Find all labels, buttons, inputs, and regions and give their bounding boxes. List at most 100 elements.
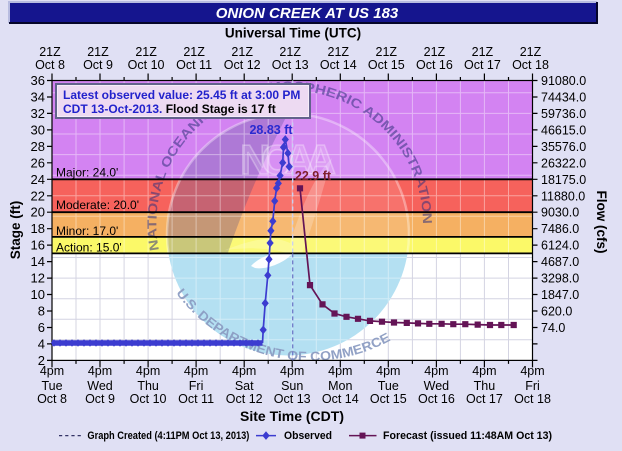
- svg-text:22: 22: [31, 188, 45, 203]
- svg-text:Tue: Tue: [378, 379, 399, 393]
- svg-text:6: 6: [38, 320, 45, 335]
- svg-text:18: 18: [31, 221, 45, 236]
- svg-text:Observed: Observed: [284, 430, 332, 442]
- svg-text:Oct 18: Oct 18: [514, 392, 551, 406]
- svg-text:4687.0: 4687.0: [541, 255, 579, 269]
- svg-text:74.0: 74.0: [541, 321, 565, 335]
- svg-text:34: 34: [31, 90, 45, 105]
- svg-text:4pm: 4pm: [424, 364, 448, 378]
- svg-text:Oct 11: Oct 11: [176, 58, 212, 72]
- svg-text:3298.0: 3298.0: [541, 272, 579, 286]
- svg-text:Oct 18: Oct 18: [512, 58, 549, 72]
- svg-text:Oct 13: Oct 13: [274, 392, 311, 406]
- svg-text:10: 10: [31, 287, 45, 302]
- svg-text:4pm: 4pm: [280, 364, 304, 378]
- svg-text:Major: 24.0': Major: 24.0': [56, 165, 118, 179]
- svg-text:32: 32: [31, 106, 45, 121]
- svg-text:Oct 8: Oct 8: [35, 58, 65, 72]
- svg-text:91080.0: 91080.0: [541, 74, 586, 88]
- svg-text:4pm: 4pm: [40, 364, 64, 378]
- svg-text:620.0: 620.0: [541, 305, 572, 319]
- svg-text:Mon: Mon: [328, 379, 352, 393]
- svg-text:Flow (cfs): Flow (cfs): [594, 191, 609, 254]
- svg-text:36: 36: [31, 73, 45, 88]
- svg-text:Oct 14: Oct 14: [322, 392, 359, 406]
- svg-text:Universal Time (UTC): Universal Time (UTC): [225, 26, 361, 41]
- svg-text:6124.0: 6124.0: [541, 239, 579, 253]
- svg-text:35576.0: 35576.0: [541, 140, 586, 154]
- svg-text:Moderate: 20.0': Moderate: 20.0': [56, 198, 139, 212]
- svg-text:NOAA: NOAA: [240, 136, 336, 183]
- svg-text:4pm: 4pm: [88, 364, 112, 378]
- svg-text:Site Time (CDT): Site Time (CDT): [240, 408, 344, 424]
- svg-text:46615.0: 46615.0: [541, 123, 586, 137]
- svg-text:24: 24: [31, 172, 45, 187]
- svg-text:Forecast (issued 11:48AM Oct 1: Forecast (issued 11:48AM Oct 13): [383, 430, 552, 442]
- svg-text:2: 2: [38, 353, 45, 368]
- svg-text:Fri: Fri: [525, 379, 540, 393]
- svg-text:12: 12: [31, 271, 45, 286]
- svg-text:Oct 13: Oct 13: [272, 58, 309, 72]
- svg-text:Oct 8: Oct 8: [37, 392, 67, 406]
- svg-text:28: 28: [31, 139, 45, 154]
- svg-text:Stage (ft): Stage (ft): [8, 201, 23, 260]
- svg-text:Oct 15: Oct 15: [368, 58, 405, 72]
- svg-text:21Z: 21Z: [376, 45, 398, 59]
- svg-text:Action: 15.0': Action: 15.0': [56, 240, 122, 254]
- svg-text:4pm: 4pm: [136, 364, 160, 378]
- svg-text:21Z: 21Z: [520, 45, 542, 59]
- svg-text:21Z: 21Z: [87, 45, 109, 59]
- svg-text:Oct 16: Oct 16: [418, 392, 455, 406]
- svg-text:Latest observed value: 25.45 f: Latest observed value: 25.45 ft at 3:00 …: [63, 88, 300, 102]
- svg-text:Oct 17: Oct 17: [466, 392, 503, 406]
- svg-text:Minor: 17.0': Minor: 17.0': [56, 224, 118, 238]
- svg-text:Tue: Tue: [41, 379, 62, 393]
- svg-text:9030.0: 9030.0: [541, 206, 579, 220]
- svg-text:Fri: Fri: [189, 379, 204, 393]
- svg-text:4pm: 4pm: [184, 364, 208, 378]
- svg-text:Oct 12: Oct 12: [224, 58, 261, 72]
- svg-text:Wed: Wed: [87, 379, 113, 393]
- svg-text:Oct 15: Oct 15: [370, 392, 407, 406]
- svg-text:Thu: Thu: [474, 379, 496, 393]
- svg-text:16: 16: [31, 238, 45, 253]
- svg-text:4: 4: [38, 336, 45, 351]
- svg-text:CDT 13-Oct-2013. Flood Stage i: CDT 13-Oct-2013. Flood Stage is 17 ft: [63, 102, 276, 116]
- svg-text:Oct 10: Oct 10: [130, 392, 167, 406]
- svg-text:59736.0: 59736.0: [541, 107, 586, 121]
- svg-text:Oct 10: Oct 10: [128, 58, 165, 72]
- svg-text:Sun: Sun: [281, 379, 303, 393]
- svg-text:18175.0: 18175.0: [541, 173, 586, 187]
- svg-text:4pm: 4pm: [376, 364, 400, 378]
- svg-text:14: 14: [31, 254, 45, 269]
- svg-text:20: 20: [31, 205, 45, 220]
- svg-text:Oct 9: Oct 9: [85, 392, 115, 406]
- svg-text:Thu: Thu: [137, 379, 159, 393]
- svg-text:8: 8: [38, 304, 45, 319]
- svg-text:22.9 ft: 22.9 ft: [295, 169, 332, 183]
- svg-text:Oct 17: Oct 17: [464, 58, 501, 72]
- svg-text:ONION CREEK AT US 183: ONION CREEK AT US 183: [216, 5, 399, 22]
- svg-text:28.83 ft: 28.83 ft: [249, 123, 293, 137]
- svg-text:74434.0: 74434.0: [541, 91, 586, 105]
- svg-text:21Z: 21Z: [472, 45, 494, 59]
- svg-text:21Z: 21Z: [39, 45, 61, 59]
- svg-text:21Z: 21Z: [424, 45, 446, 59]
- svg-text:11880.0: 11880.0: [541, 189, 585, 203]
- svg-text:4pm: 4pm: [472, 364, 496, 378]
- svg-text:4pm: 4pm: [232, 364, 256, 378]
- svg-text:Oct 12: Oct 12: [226, 392, 263, 406]
- svg-text:Oct 11: Oct 11: [178, 392, 214, 406]
- svg-text:1847.0: 1847.0: [541, 288, 579, 302]
- svg-text:Oct 9: Oct 9: [83, 58, 113, 72]
- svg-text:26322.0: 26322.0: [541, 156, 586, 170]
- svg-text:21Z: 21Z: [183, 45, 205, 59]
- svg-text:7486.0: 7486.0: [541, 222, 579, 236]
- svg-text:Sat: Sat: [235, 379, 254, 393]
- svg-text:Wed: Wed: [424, 379, 450, 393]
- svg-text:21Z: 21Z: [135, 45, 157, 59]
- svg-text:30: 30: [31, 122, 45, 137]
- svg-text:21Z: 21Z: [231, 45, 253, 59]
- svg-text:4pm: 4pm: [520, 364, 544, 378]
- svg-text:21Z: 21Z: [279, 45, 301, 59]
